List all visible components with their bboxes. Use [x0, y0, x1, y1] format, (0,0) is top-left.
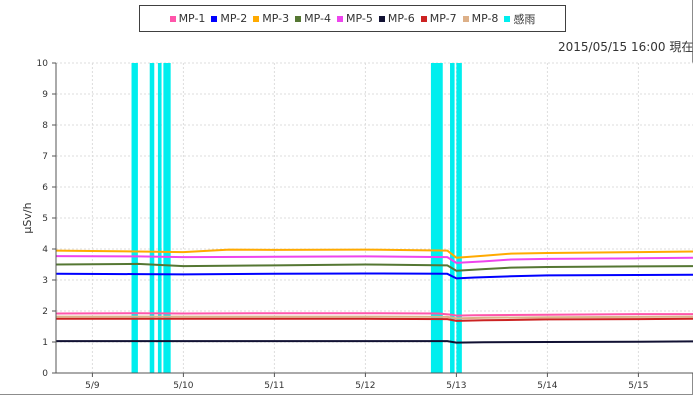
legend-item-mp-2: MP-2 — [211, 12, 247, 25]
legend-item-mp-1: MP-1 — [169, 12, 206, 25]
x-tick-label: 5/9 — [85, 381, 100, 391]
legend-item-mp-7: MP-7 — [420, 12, 457, 25]
series-line-mp-6 — [56, 340, 694, 344]
x-tick-label: 5/11 — [264, 381, 284, 391]
legend-label: 感雨 — [513, 12, 536, 26]
legend-swatch — [378, 15, 385, 22]
legend-swatch — [504, 15, 511, 22]
legend-label: MP-2 — [220, 12, 248, 25]
x-tick-label: 5/12 — [355, 381, 375, 391]
y-tick-label: 3 — [42, 276, 48, 286]
y-tick-label: 2 — [42, 307, 48, 317]
series-line-mp-8 — [56, 315, 694, 320]
rain-band — [163, 63, 171, 373]
legend-item-rain: 感雨 — [504, 11, 535, 27]
series-line-mp-2 — [55, 272, 694, 280]
x-tick-label: 5/13 — [446, 381, 466, 391]
legend-item-mp-3: MP-3 — [253, 12, 289, 25]
x-tick-label: 5/10 — [173, 381, 193, 391]
rain-band — [157, 63, 162, 373]
rain-band — [456, 63, 462, 373]
legend-label: MP-7 — [429, 12, 457, 25]
plot-area — [56, 63, 693, 373]
y-tick-label: 5 — [42, 214, 48, 224]
legend-item-mp-4: MP-4 — [295, 12, 331, 25]
rain-band — [149, 63, 155, 373]
legend-swatch — [211, 15, 218, 22]
series-line-mp-4 — [55, 262, 694, 272]
legend-label: MP-5 — [346, 12, 373, 25]
legend-swatch — [462, 15, 469, 22]
y-tick-label: 4 — [42, 245, 48, 255]
y-tick-label: 0 — [42, 369, 48, 379]
timestamp-label: 2015/05/15 16:00 現在 — [558, 40, 694, 54]
y-axis-label: μSv/h — [21, 202, 34, 233]
rain-band — [450, 63, 455, 373]
legend-swatch — [253, 15, 260, 22]
y-tick-label: 10 — [37, 59, 49, 69]
legend-swatch — [420, 15, 427, 22]
legend-item-mp-8: MP-8 — [462, 12, 499, 25]
series-line-mp-7 — [56, 317, 694, 322]
legend-item-mp-5: MP-5 — [337, 12, 373, 25]
legend-label: MP-3 — [262, 12, 290, 25]
x-tick-label: 5/15 — [628, 381, 648, 391]
legend-label: MP-6 — [387, 12, 415, 25]
x-tick-label: 5/14 — [537, 381, 557, 391]
legend-label: MP-1 — [178, 12, 206, 25]
legend-label: MP-8 — [471, 12, 499, 25]
y-tick-label: 7 — [42, 152, 48, 162]
series-line-mp-1 — [55, 312, 693, 317]
legend-swatch — [169, 15, 176, 22]
legend-swatch — [295, 15, 302, 22]
y-tick-label: 9 — [42, 90, 48, 100]
legend-label: MP-4 — [304, 12, 331, 25]
legend-swatch — [337, 15, 343, 22]
y-tick-label: 8 — [42, 121, 48, 131]
chart-legend: MP-1 MP-2 MP-3 MP-4 MP-5 MP-6 MP-7 MP-8 感雨 — [139, 5, 566, 32]
y-tick-label: 1 — [42, 338, 48, 348]
series-line-mp-5 — [55, 255, 694, 264]
series-line-mp-3 — [55, 248, 694, 259]
rain-band — [430, 63, 443, 373]
rain-band — [131, 63, 138, 373]
y-tick-label: 6 — [42, 183, 48, 193]
legend-item-mp-6: MP-6 — [378, 12, 415, 25]
